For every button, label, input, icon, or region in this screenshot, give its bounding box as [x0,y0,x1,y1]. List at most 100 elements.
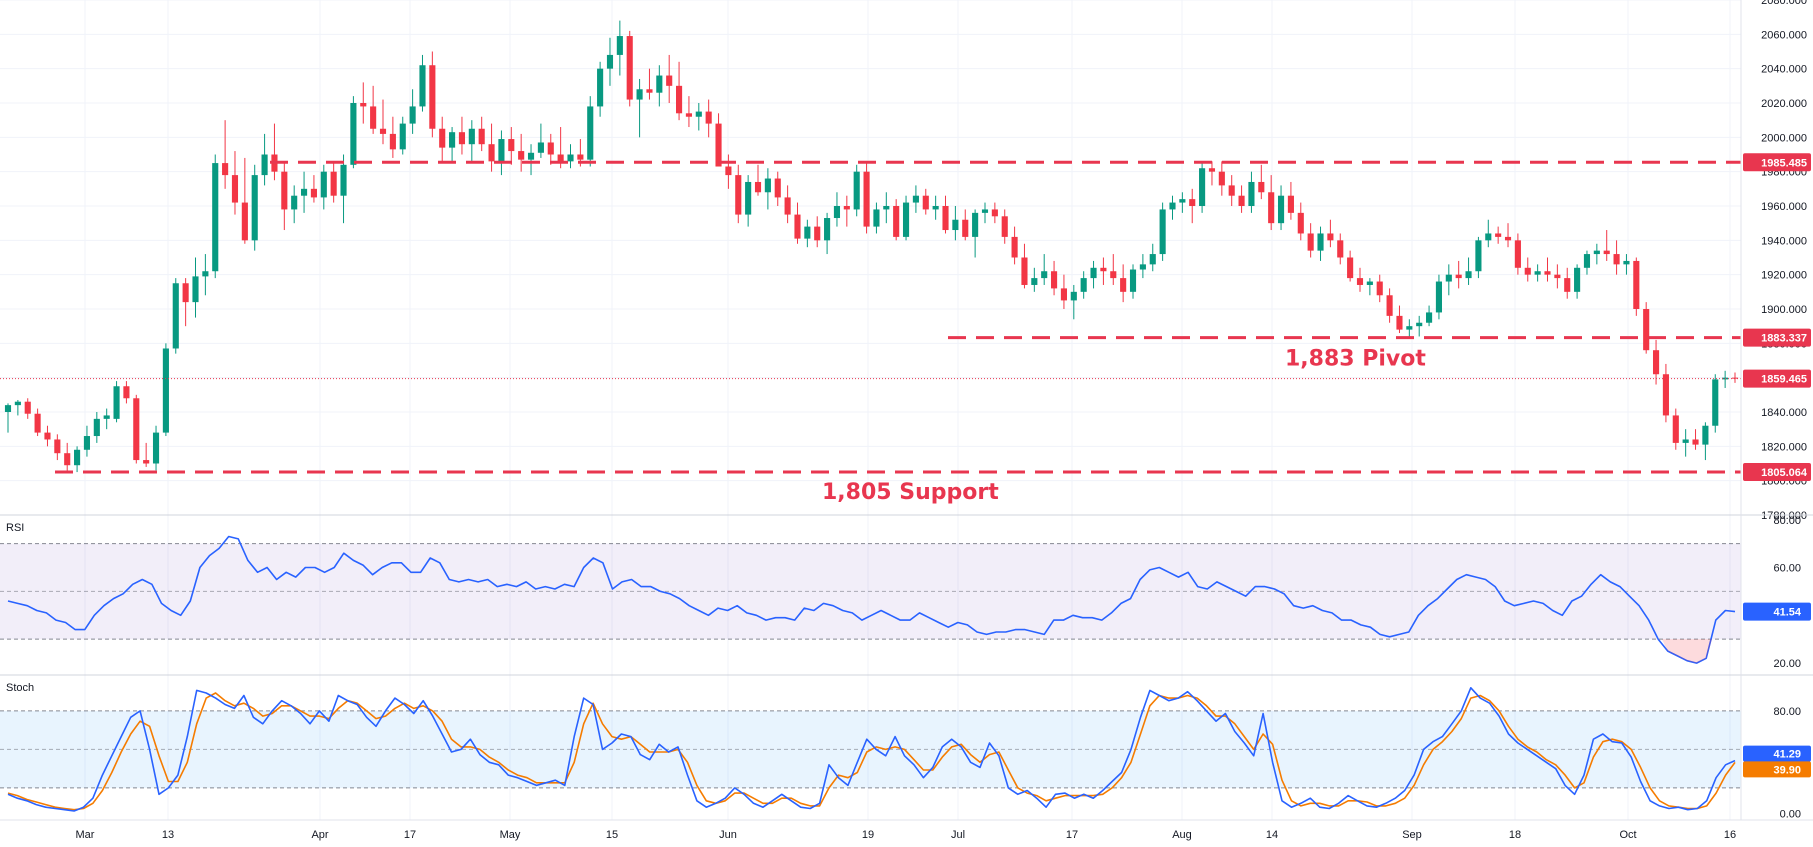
candle [83,425,91,457]
candle-body [1652,350,1660,375]
candle-body [350,103,357,165]
candle-body [725,166,732,176]
candle [1633,257,1640,316]
candle-body [1356,278,1364,285]
candle-body [695,111,702,117]
candle [488,123,495,172]
candle [991,202,998,224]
candle-body [547,142,554,155]
candle-body [1011,236,1018,258]
candle [1603,230,1610,261]
rsi-pane[interactable]: RSI 80.00 60.00 20.00 41.54 [0,515,1811,670]
candle [873,202,880,234]
candle [1524,257,1531,282]
candle [1554,264,1561,289]
candle-body [241,202,248,241]
candle [981,202,989,224]
candle [1347,250,1354,282]
candle-body [577,154,584,160]
candle [725,154,732,189]
candle-body [212,163,219,272]
candle-body [794,214,801,239]
candle-body [735,175,742,215]
candle [320,164,327,210]
candle [1307,223,1314,258]
candle [399,116,406,155]
candle-body [1218,171,1225,186]
candle-body [1159,209,1166,255]
candle-body [1179,199,1186,203]
candle-body [162,348,169,433]
candle [784,185,791,224]
candle [1426,305,1433,327]
candle-body [1070,291,1077,301]
candle-body [1031,278,1038,285]
candle-body [1120,278,1127,292]
candle-body [754,181,762,193]
candle [1643,302,1650,354]
candle [1356,267,1364,292]
stoch-pane[interactable]: Stoch 80.00 0.00 41.29 39.90 [0,682,1811,821]
candle [1337,233,1344,265]
candle [1406,319,1413,339]
candle-body [1208,168,1216,172]
candle-body [222,163,229,176]
candle-body [1416,322,1423,327]
candle-body [1238,195,1245,206]
candle [1149,243,1156,272]
candle-body [93,418,100,437]
candle-body [123,386,130,399]
level-badge-label: 1883.337 [1761,333,1807,345]
candle-body [83,436,91,450]
candle-body [74,449,81,466]
candle [912,185,919,213]
candle-body [952,219,959,231]
candle [676,61,683,121]
candle [1475,236,1482,279]
candle-body [1248,181,1255,206]
candle [1287,181,1294,220]
candle [182,278,189,327]
candle [261,133,268,186]
candle [379,99,387,145]
candle-body [1139,264,1146,270]
candle-body [379,128,387,134]
stoch-value-badge: 41.29 [1743,745,1811,762]
time-axis-label: 19 [862,829,874,841]
time-axis[interactable]: Mar 13 Apr 17 May 15 Jun 19 Jul 17 Aug 14 Sep 18 Oct 16 [76,829,1737,841]
candle [1534,264,1541,282]
candle [202,254,209,296]
candle [74,446,81,473]
candle-body [1672,415,1679,443]
price-pane[interactable] [0,0,1741,515]
candle-body [893,206,900,237]
candle-body [912,195,919,203]
candle-body [1633,260,1640,309]
candle-body [814,226,821,241]
rsi-oversold-fill [1661,639,1713,664]
candle [133,394,140,464]
candle-body [1297,212,1304,234]
candle [1672,408,1679,450]
candle-body [300,188,308,196]
candle-body [774,178,781,198]
candle [1169,195,1176,220]
candle-body [853,171,860,210]
level-price-badge: 1805.064 [1743,462,1811,481]
candle [44,425,51,447]
price-y-tick: 1940.000 [1761,235,1807,247]
candle-body [1396,315,1403,330]
candle-body [1317,233,1324,251]
price-y-axis[interactable]: 2080.000 2060.000 2040.000 2020.000 2000.000… [1743,0,1811,522]
candle [1208,161,1216,186]
candle [1258,164,1265,200]
candle [1574,264,1581,299]
candle-body [1041,271,1048,279]
oscillator-y-tick: 20.00 [1773,658,1801,670]
rsi-badge-label: 41.54 [1773,607,1801,619]
candle [1139,254,1146,279]
rsi-badge-bg [1743,602,1811,621]
oscillator-y-tick: 80.00 [1773,515,1801,527]
candle-body [478,128,485,145]
